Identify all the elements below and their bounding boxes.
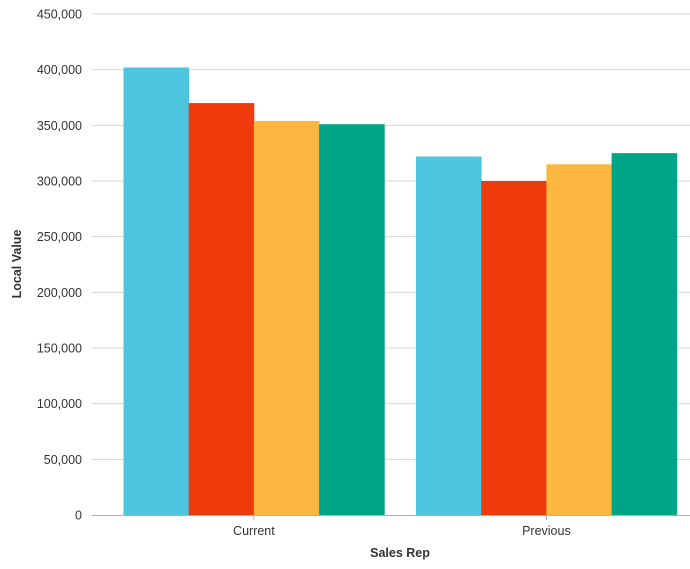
x-axis-label: Sales Rep <box>370 546 430 560</box>
y-tick-label: 100,000 <box>37 397 82 411</box>
bar-current-2[interactable] <box>188 103 255 516</box>
bars <box>123 67 678 516</box>
y-tick-label: 0 <box>75 509 82 523</box>
bar-current-4[interactable] <box>319 124 385 515</box>
bar-previous-4[interactable] <box>611 153 678 515</box>
y-tick-label: 50,000 <box>44 453 82 467</box>
y-tick-label: 450,000 <box>37 8 82 22</box>
y-axis-ticks: 0 50,000 100,000 150,000 200,000 250,000 300,0… <box>37 8 82 523</box>
x-tick-label: Previous <box>522 524 571 538</box>
y-tick-label: 150,000 <box>37 342 82 356</box>
y-tick-label: 200,000 <box>37 286 82 300</box>
bar-current-1[interactable] <box>123 67 190 515</box>
bar-previous-2[interactable] <box>481 181 547 515</box>
y-axis-label: Local Value <box>10 230 24 299</box>
y-tick-label: 350,000 <box>37 119 82 133</box>
y-tick-label: 250,000 <box>37 230 82 244</box>
y-tick-label: 300,000 <box>37 175 82 189</box>
bar-previous-3[interactable] <box>546 164 612 516</box>
bar-previous-1[interactable] <box>416 156 482 516</box>
x-axis-ticks: Current Previous <box>233 515 571 538</box>
x-tick-label: Current <box>233 524 275 538</box>
y-tick-label: 400,000 <box>37 63 82 77</box>
bar-current-3[interactable] <box>253 120 320 515</box>
